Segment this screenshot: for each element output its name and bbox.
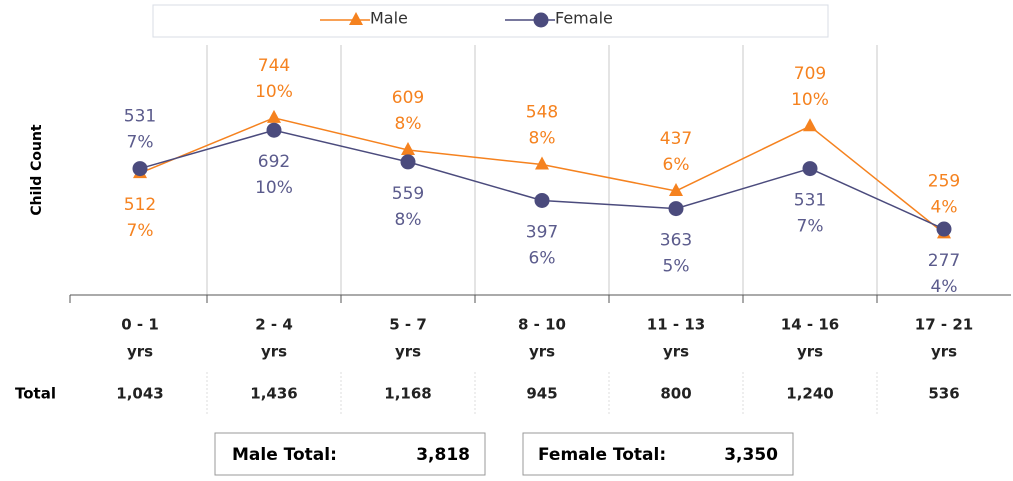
data-point [132,161,148,177]
total-value: 1,436 [250,385,297,403]
data-label: 548 [526,103,558,123]
data-label: 397 [526,222,558,242]
x-tick-label: yrs [261,343,287,361]
data-label: 744 [258,56,290,76]
data-label: 6% [663,155,690,175]
data-label: 531 [794,191,826,211]
data-point [400,154,416,170]
legend-marker [349,12,363,25]
x-tick-label: 17 - 21 [915,316,973,334]
total-value: 1,240 [786,385,833,403]
y-axis-label: Child Count [29,124,45,216]
data-point [267,109,281,123]
total-value: 800 [660,385,691,403]
data-point [802,161,818,177]
data-label: 512 [124,195,156,215]
total-value: 536 [928,385,959,403]
total-value: 945 [526,385,557,403]
data-point [535,156,549,170]
legend-marker [533,12,549,28]
summary-box [214,432,486,476]
data-point [266,122,282,138]
x-tick-label: yrs [127,343,153,361]
data-point [803,118,817,132]
x-tick-label: yrs [395,343,421,361]
data-label: 7% [127,133,154,153]
data-label: 8% [529,129,556,149]
data-label: 8% [395,210,422,230]
summary-label: Female Total: [538,445,666,465]
data-label: 692 [258,152,290,172]
data-label: 5% [663,257,690,277]
data-label: 7% [797,217,824,237]
x-tick-label: 8 - 10 [518,316,566,334]
x-tick-label: yrs [931,343,957,361]
data-label: 10% [255,178,293,198]
data-label: 559 [392,184,424,204]
x-tick-label: yrs [663,343,689,361]
data-label: 10% [791,90,829,110]
data-point [668,201,684,217]
data-point [669,182,683,196]
x-tick-label: 5 - 7 [389,316,427,334]
data-label: 709 [794,64,826,84]
total-value: 1,168 [384,385,431,403]
summary-value: 3,350 [724,445,778,465]
x-tick-label: yrs [797,343,823,361]
legend-label: Female [555,9,613,28]
data-point [534,192,550,208]
summary-label: Male Total: [232,445,337,465]
data-label: 4% [931,197,958,217]
x-tick-label: 2 - 4 [255,316,293,334]
data-label: 277 [928,251,960,271]
legend-box [152,4,829,38]
data-label: 4% [931,277,958,297]
legend-label: Male [370,9,408,28]
data-label: 259 [928,171,960,191]
summary-value: 3,818 [416,445,470,465]
data-label: 8% [395,114,422,134]
x-tick-label: 14 - 16 [781,316,839,334]
data-label: 437 [660,129,692,149]
data-point [401,142,415,155]
data-label: 363 [660,231,692,251]
data-label: 6% [529,248,556,268]
total-value: 1,043 [116,385,163,403]
data-label: 7% [127,221,154,241]
total-row-label: Total [15,385,56,403]
x-tick-label: 11 - 13 [647,316,705,334]
x-tick-label: 0 - 1 [121,316,159,334]
data-label: 531 [124,107,156,127]
x-tick-label: yrs [529,343,555,361]
data-label: 609 [392,88,424,108]
data-label: 10% [255,82,293,102]
summary-box [522,432,794,476]
data-point [936,221,952,237]
